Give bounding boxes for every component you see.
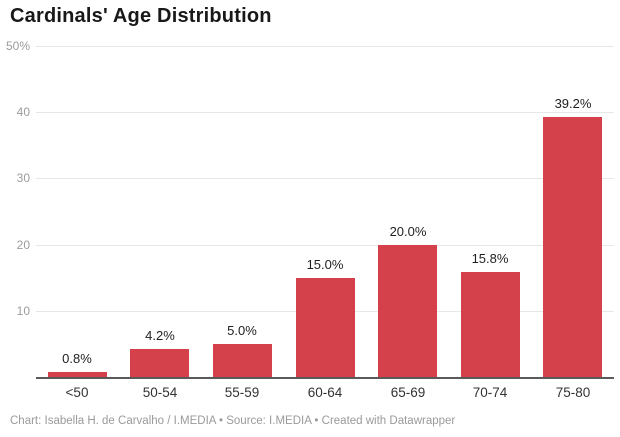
bar-60-64 <box>296 278 355 377</box>
y-axis-tick-label: 40 <box>16 105 30 120</box>
bar-value-label: 20.0% <box>389 224 427 239</box>
y-gridline <box>36 46 614 47</box>
bar-70-74 <box>461 272 520 377</box>
x-axis-category-label: 65-69 <box>390 385 426 400</box>
x-axis-category-label: 70-74 <box>472 385 508 400</box>
y-gridline <box>36 178 614 180</box>
y-gridline <box>36 112 614 114</box>
bar-value-label: 5.0% <box>227 323 257 338</box>
chart-title: Cardinals' Age Distribution <box>10 5 272 27</box>
bar-<50 <box>48 372 107 377</box>
y-axis-tick-label: 10 <box>16 303 30 318</box>
bar-value-label: 15.8% <box>471 251 509 266</box>
y-axis-tick-label: 20 <box>16 237 30 252</box>
x-axis-category-label: 55-59 <box>224 385 260 400</box>
bar-value-label: 4.2% <box>145 328 175 343</box>
bar-65-69 <box>378 245 437 377</box>
y-axis-tick-label: 30 <box>16 171 30 186</box>
bar-value-label: 15.0% <box>306 257 344 272</box>
bar-75-80 <box>543 117 602 377</box>
x-axis-category-label: 75-80 <box>555 385 591 400</box>
x-axis-category-label: 50-54 <box>142 385 178 400</box>
y-axis-tick-label: 50% <box>5 39 30 53</box>
x-axis-category-label: 60-64 <box>307 385 343 400</box>
y-gridline <box>36 244 614 246</box>
bar-50-54 <box>130 349 189 377</box>
attribution-footer: Chart: Isabella H. de Carvalho / I.MEDIA… <box>10 415 456 427</box>
x-axis-category-label: <50 <box>65 385 89 400</box>
bar-value-label: 0.8% <box>62 351 92 366</box>
bar-55-59 <box>213 344 272 377</box>
x-axis-baseline <box>36 377 614 379</box>
bar-value-label: 39.2% <box>554 96 592 111</box>
